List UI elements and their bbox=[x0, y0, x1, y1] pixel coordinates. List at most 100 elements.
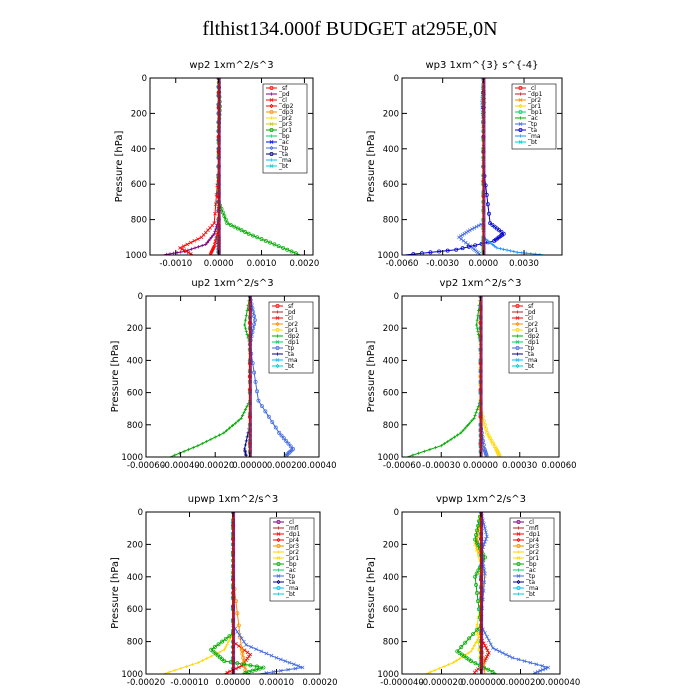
y-tick-label: 0 bbox=[138, 292, 143, 302]
legend-entry: _pr1 bbox=[527, 103, 541, 110]
data-point bbox=[449, 437, 453, 441]
data-point bbox=[269, 86, 274, 90]
data-point bbox=[200, 441, 204, 446]
legend-entry: _ma bbox=[524, 357, 538, 364]
x-tick-label: -0.00060 bbox=[383, 461, 421, 471]
data-point bbox=[248, 663, 253, 668]
legend-entry: _bp bbox=[278, 133, 290, 140]
data-point bbox=[242, 410, 246, 415]
data-point bbox=[254, 647, 259, 652]
data-point bbox=[486, 652, 490, 657]
data-point bbox=[515, 250, 519, 254]
data-point bbox=[490, 669, 495, 674]
data-point bbox=[276, 556, 281, 560]
data-point bbox=[239, 636, 244, 641]
data-point bbox=[475, 407, 479, 412]
data-point bbox=[275, 363, 280, 369]
data-point bbox=[269, 128, 274, 132]
x-tick-label: -0.00030 bbox=[422, 461, 460, 471]
data-point bbox=[239, 664, 244, 668]
legend-entry: _pr1 bbox=[284, 327, 298, 334]
data-point bbox=[497, 649, 502, 654]
data-point bbox=[269, 98, 274, 102]
legend-entry: _pr2 bbox=[284, 321, 298, 328]
data-point bbox=[276, 520, 281, 524]
data-point bbox=[467, 421, 472, 425]
data-point bbox=[269, 152, 274, 156]
data-point bbox=[250, 233, 255, 238]
data-point bbox=[546, 665, 550, 670]
legend-entry: _tp bbox=[524, 345, 534, 352]
data-point bbox=[208, 251, 213, 255]
y-axis-label: Pressure [hPa] bbox=[110, 341, 121, 413]
y-tick-label: 1000 bbox=[377, 453, 399, 463]
data-point bbox=[204, 439, 209, 444]
panel-title: vp2 1xm^2/s^3 bbox=[440, 278, 522, 289]
legend-entry: _dp2 bbox=[524, 333, 540, 340]
y-tick-label: 600 bbox=[127, 605, 143, 615]
data-point bbox=[474, 323, 479, 327]
legend: _sf_pd_cl_pr2_pr1_dp2_dp1_tp_ta_ma_bt bbox=[268, 301, 314, 374]
data-point bbox=[281, 245, 285, 250]
legend-entry: _cl bbox=[524, 315, 533, 322]
legend-entry: _ta bbox=[278, 151, 288, 158]
data-point bbox=[275, 316, 280, 320]
data-point bbox=[457, 657, 461, 661]
legend-entry: _tp bbox=[278, 145, 288, 152]
data-point bbox=[500, 651, 505, 655]
legend-entry: _ac bbox=[285, 567, 296, 574]
x-tick-label: -0.00040 bbox=[161, 461, 199, 471]
chart-panel-1: wp2 1xm^2/s^3 Pressure [hPa] 0 200 400 600 800… bbox=[114, 60, 319, 269]
data-point bbox=[518, 92, 523, 96]
data-point bbox=[225, 428, 229, 433]
data-point bbox=[411, 252, 416, 255]
y-axis-label: Pressure [hPa] bbox=[110, 557, 121, 629]
data-point bbox=[217, 655, 222, 660]
legend-entry: _bt bbox=[524, 363, 535, 370]
data-point bbox=[300, 665, 305, 670]
legend-entry: _bt bbox=[525, 591, 536, 598]
legend-entry: _dp1 bbox=[284, 339, 300, 346]
chart-panel-3: up2 1xm^2/s^3 Pressure [hPa] 0 200 400 600 800… bbox=[110, 278, 337, 471]
data-point bbox=[422, 449, 426, 453]
data-point bbox=[475, 591, 479, 595]
plot-frame bbox=[401, 77, 563, 256]
data-point bbox=[486, 667, 491, 672]
data-point bbox=[515, 363, 520, 369]
data-point bbox=[473, 243, 478, 248]
y-tick-label: 0 bbox=[394, 508, 399, 518]
data-point bbox=[471, 646, 475, 650]
data-point bbox=[476, 329, 480, 334]
data-point bbox=[171, 251, 176, 255]
data-point bbox=[516, 520, 521, 524]
data-point bbox=[269, 110, 274, 114]
data-point bbox=[515, 334, 520, 338]
data-point bbox=[252, 314, 257, 319]
x-tick-label: -0.0010 bbox=[159, 259, 192, 269]
y-tick-label: 600 bbox=[383, 180, 399, 190]
y-tick-label: 200 bbox=[383, 540, 399, 550]
data-point bbox=[518, 86, 523, 90]
data-point bbox=[259, 237, 264, 242]
legend: _cl_dp1_pr2_pr1_bp1_ac_tp_ta_ma_bt bbox=[511, 83, 557, 150]
data-point bbox=[236, 623, 241, 628]
data-point bbox=[483, 571, 487, 576]
legend-entry: _bp bbox=[525, 561, 537, 568]
data-point bbox=[285, 247, 290, 252]
legend-entry: _pr3 bbox=[278, 121, 292, 128]
data-point bbox=[484, 646, 489, 650]
data-point bbox=[485, 648, 490, 653]
data-point bbox=[277, 430, 282, 435]
y-tick-label: 800 bbox=[127, 638, 143, 648]
data-point bbox=[487, 651, 491, 655]
data-point bbox=[437, 666, 442, 670]
data-point bbox=[220, 657, 225, 662]
series-line-cl bbox=[178, 78, 220, 255]
data-point bbox=[518, 98, 523, 102]
data-point bbox=[227, 640, 231, 644]
data-point bbox=[483, 643, 487, 648]
data-point bbox=[518, 116, 523, 120]
y-tick-label: 400 bbox=[127, 573, 143, 583]
legend-entry: _pr2 bbox=[278, 115, 292, 122]
